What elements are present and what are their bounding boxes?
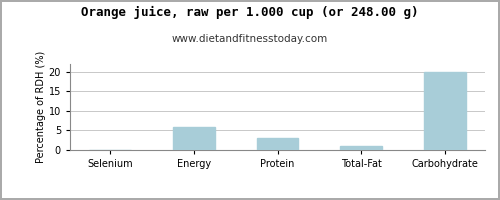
Bar	[424, 72, 466, 150]
Bar	[256, 138, 298, 150]
Bar	[172, 127, 214, 150]
Text: Orange juice, raw per 1.000 cup (or 248.00 g): Orange juice, raw per 1.000 cup (or 248.…	[81, 6, 419, 19]
Bar	[340, 146, 382, 150]
Y-axis label: Percentage of RDH (%): Percentage of RDH (%)	[36, 51, 46, 163]
Text: www.dietandfitnesstoday.com: www.dietandfitnesstoday.com	[172, 34, 328, 44]
